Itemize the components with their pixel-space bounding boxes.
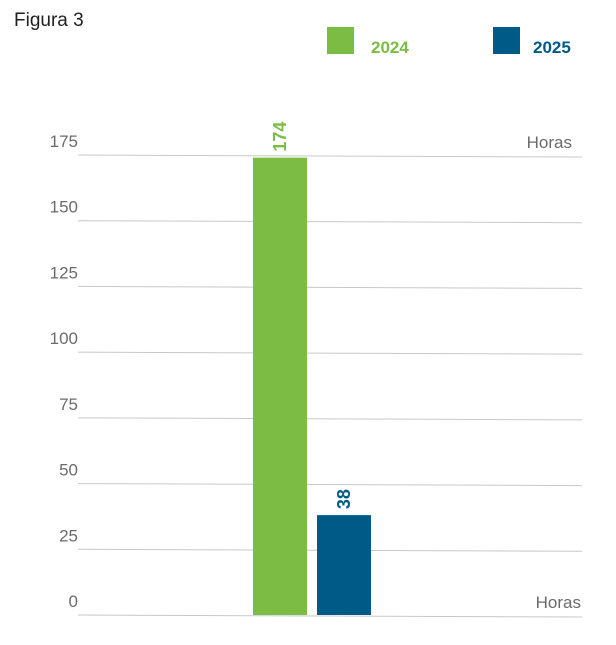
gridline-50 (77, 483, 583, 487)
gridline-150 (77, 220, 583, 224)
data-label-2024: 174 (270, 122, 290, 152)
legend-swatch-2025 (493, 27, 520, 54)
y-unit-label-top: Horas (527, 133, 572, 152)
y-tick-label-75: 75 (59, 395, 78, 414)
legend-swatch-2024 (327, 27, 354, 54)
y-unit-label-bottom: Horas (536, 593, 581, 612)
bar-2024 (253, 157, 307, 615)
legend-label-2025: 2025 (533, 38, 571, 57)
y-tick-label-100: 100 (50, 329, 78, 348)
y-tick-label-0: 0 (69, 592, 78, 611)
y-tick-label-175: 175 (50, 132, 78, 151)
data-label-2025: 38 (334, 489, 354, 509)
gridline-100 (77, 351, 583, 355)
gridline-75 (77, 417, 583, 421)
bar-2025 (317, 515, 371, 615)
legend-label-2024: 2024 (371, 38, 409, 57)
gridline-0 (77, 614, 583, 618)
y-tick-label-125: 125 (50, 263, 78, 282)
y-tick-label-50: 50 (59, 461, 78, 480)
gridline-125 (77, 285, 583, 289)
y-tick-label-150: 150 (50, 198, 78, 217)
figure-title: Figura 3 (14, 10, 84, 31)
gridline-175 (77, 154, 583, 158)
y-tick-label-25: 25 (59, 526, 78, 545)
